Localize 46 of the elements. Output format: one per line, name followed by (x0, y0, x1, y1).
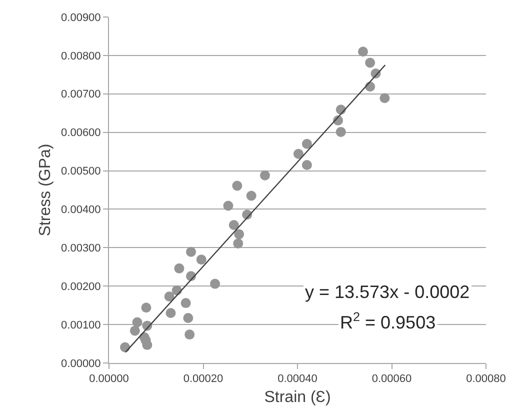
point (184, 330, 195, 340)
x-tick-label: 0.00000 (89, 373, 129, 386)
point (302, 160, 312, 170)
y-tick-label: 0.00700 (61, 88, 101, 101)
point (302, 138, 312, 149)
point (210, 278, 220, 289)
point (183, 313, 194, 324)
y-axis-title: Stress (GPa) (36, 144, 54, 236)
point (130, 326, 140, 336)
point (293, 148, 304, 159)
point (141, 302, 152, 313)
y-tick-label: 0.00100 (61, 319, 101, 332)
point (166, 308, 176, 318)
y-tick-label: 0.00800 (61, 50, 101, 62)
point (336, 126, 346, 137)
y-tick-label: 0.00900 (61, 12, 101, 24)
point (132, 317, 142, 328)
x-tick-label: 0.00080 (466, 373, 506, 386)
y-tick-label: 0.00400 (61, 204, 101, 216)
y-tick-label: 0.00600 (61, 127, 101, 140)
point (174, 263, 184, 274)
y-tick-label: 0.00300 (61, 242, 101, 255)
x-axis-title: Strain (Ɛ) (264, 388, 331, 406)
x-tick-label: 0.00060 (372, 373, 412, 386)
y-tick-label: 0.00200 (61, 280, 101, 293)
point (196, 254, 206, 265)
point (380, 93, 390, 104)
point (180, 298, 191, 308)
x-tick-label: 0.00020 (183, 373, 224, 386)
point (232, 180, 242, 191)
point (228, 220, 239, 230)
point (365, 58, 376, 68)
point (358, 46, 368, 57)
point (142, 340, 152, 350)
annotation: R$^{2}$ = 0.9503 (340, 310, 436, 333)
y-tick-label: 0.00500 (61, 166, 101, 178)
point (233, 238, 244, 248)
point (234, 229, 244, 240)
annotation: y = 13.573x - 0.0002 (305, 282, 470, 302)
point (246, 190, 256, 201)
point (223, 200, 234, 211)
x-tick-label: 0.00040 (278, 373, 318, 386)
point (164, 291, 174, 302)
point (260, 170, 270, 180)
point (186, 246, 196, 257)
y-tick-label: 0.00000 (61, 358, 101, 370)
